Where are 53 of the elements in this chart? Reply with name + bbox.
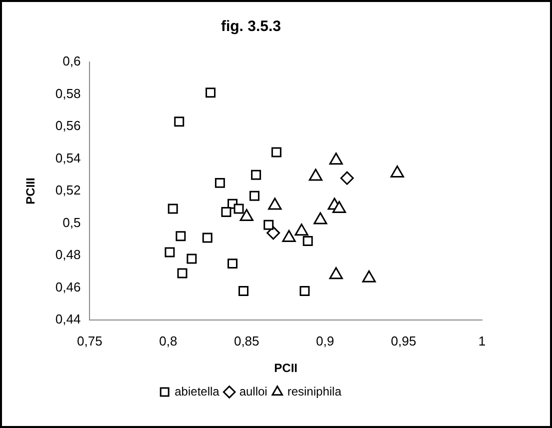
- point: [206, 88, 216, 98]
- point: [329, 267, 343, 280]
- point: [249, 190, 260, 201]
- point: [308, 168, 322, 181]
- y-tick-label: 0,56: [55, 118, 81, 134]
- point: [268, 198, 282, 210]
- point: [340, 171, 354, 185]
- point: [282, 230, 296, 242]
- point: [251, 170, 262, 180]
- point: [271, 147, 282, 158]
- point: [314, 212, 328, 224]
- x-tick-label: 0,9: [316, 333, 334, 348]
- x-tick-label: 1: [478, 333, 486, 348]
- point: [168, 204, 178, 214]
- point: [228, 258, 238, 269]
- y-tick-label: 0,46: [55, 279, 81, 294]
- y-axis-title: PCIII: [24, 178, 38, 204]
- y-tick-label: 0,58: [55, 86, 81, 101]
- point: [174, 116, 184, 127]
- legend-label: abietella: [174, 384, 220, 398]
- point: [302, 236, 313, 246]
- legend-label: resiniphila: [287, 384, 342, 398]
- point: [332, 200, 346, 213]
- x-tick-label: 0,85: [234, 333, 260, 348]
- legend-label: aulloi: [239, 384, 268, 398]
- chart-title: fig. 3.5.3: [220, 18, 282, 36]
- point: [177, 268, 188, 278]
- point: [186, 254, 197, 264]
- point: [390, 166, 404, 178]
- point: [294, 224, 308, 236]
- point: [362, 270, 376, 282]
- x-tick-label: 0,8: [159, 333, 178, 348]
- y-tick-label: 0,44: [55, 312, 81, 327]
- point: [221, 206, 232, 217]
- x-tick-label: 0,95: [390, 333, 416, 348]
- point: [176, 231, 186, 242]
- point: [202, 232, 212, 243]
- point: [329, 152, 343, 165]
- y-tick-label: 0,54: [55, 150, 81, 166]
- point: [214, 178, 225, 188]
- x-axis-title: PCII: [274, 361, 298, 376]
- point: [300, 286, 310, 296]
- point: [266, 226, 280, 240]
- point: [234, 204, 244, 214]
- point: [264, 220, 274, 230]
- y-tick-label: 0,6: [62, 54, 81, 69]
- point: [240, 209, 254, 222]
- y-tick-label: 0,52: [55, 182, 81, 198]
- y-tick-label: 0,5: [62, 214, 81, 230]
- x-tick-label: 0,75: [77, 333, 102, 348]
- y-tick-label: 0,48: [55, 247, 81, 262]
- point: [164, 247, 175, 258]
- point: [238, 286, 248, 296]
